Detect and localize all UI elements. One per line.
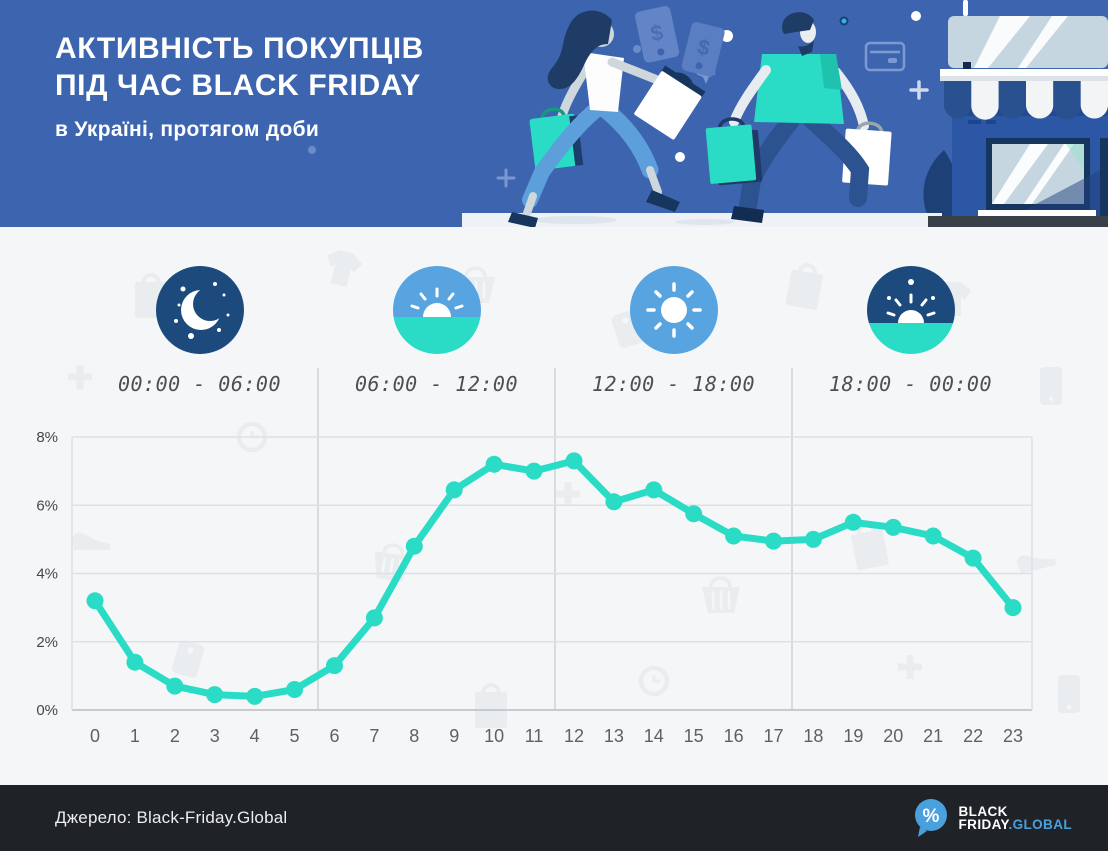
x-axis-tick-label: 21 xyxy=(923,726,943,746)
chart-data-point xyxy=(645,481,663,499)
x-axis-tick-label: 12 xyxy=(564,726,584,746)
chart-data-point xyxy=(924,527,942,545)
period-label: 06:00 - 12:00 xyxy=(354,372,519,396)
period-day: 12:00 - 18:00 xyxy=(555,265,792,396)
x-axis-tick-label: 5 xyxy=(290,726,300,746)
x-axis-tick-label: 7 xyxy=(369,726,379,746)
chart-data-point xyxy=(964,549,982,567)
x-axis-tick-label: 8 xyxy=(409,726,419,746)
period-evening: 18:00 - 00:00 xyxy=(792,265,1029,396)
chart-data-point xyxy=(326,657,343,675)
chart-data-point xyxy=(206,686,224,704)
x-axis-tick-label: 6 xyxy=(329,726,339,746)
x-axis-tick-label: 4 xyxy=(250,726,260,746)
chart-data-point xyxy=(485,455,503,473)
chart-data-point xyxy=(525,462,543,480)
x-axis-tick-label: 13 xyxy=(604,726,624,746)
header-title-block: АКТИВНІСТЬ ПОКУПЦІВ ПІД ЧАС BLACK FRIDAY… xyxy=(55,30,424,142)
chart-data-point xyxy=(1004,599,1022,617)
chart-data-point xyxy=(286,681,304,698)
price-tags-icon: $ $ xyxy=(635,6,725,77)
shopper-woman-icon xyxy=(508,10,706,227)
chart-data-point xyxy=(126,653,144,671)
storefront-icon xyxy=(928,16,1108,227)
chart-data-point xyxy=(365,609,383,627)
chart-data-point xyxy=(86,592,104,610)
y-axis-tick-label: 2% xyxy=(36,634,58,651)
shopper-man-icon xyxy=(705,12,892,223)
page-subtitle: в Україні, протягом доби xyxy=(55,118,320,141)
chart-data-point xyxy=(246,687,264,705)
logo-line2: FRIDAY.GLOBAL xyxy=(958,817,1072,832)
logo-text: BLACK FRIDAY.GLOBAL xyxy=(958,804,1072,832)
period-label: 18:00 - 00:00 xyxy=(828,372,993,396)
chart-data-point xyxy=(765,532,782,550)
footer-bar: Джерело: Black-Friday.Global % BLACK FRI… xyxy=(0,785,1108,851)
source-text: Джерело: Black-Friday.Global xyxy=(55,808,288,827)
section-divider xyxy=(554,368,556,710)
period-label: 00:00 - 06:00 xyxy=(117,372,282,396)
chart-data-point xyxy=(445,481,463,499)
x-axis-tick-label: 22 xyxy=(963,726,983,746)
period-label: 12:00 - 18:00 xyxy=(591,372,756,396)
plus-icon xyxy=(909,80,929,100)
y-axis-tick-label: 6% xyxy=(36,497,58,514)
header-illustration: $ $ xyxy=(0,0,1108,227)
x-axis-tick-label: 20 xyxy=(883,726,903,746)
x-axis-tick-label: 1 xyxy=(130,726,140,746)
x-axis-tick-label: 14 xyxy=(644,726,664,746)
activity-line-chart: 0%2%4%6%8%0 1 2 3 4 5 6 7 8 9 10 11 12 13 14 15 16 17 18 19… xyxy=(36,429,1033,746)
night-icon xyxy=(155,266,244,354)
sunset-icon xyxy=(866,266,955,354)
chart-data-point xyxy=(725,527,743,545)
logo-line2-accent: .GLOBAL xyxy=(1008,817,1072,832)
y-axis-tick-label: 0% xyxy=(36,702,58,719)
period-night: 00:00 - 06:00 xyxy=(81,265,318,396)
chart-data-point xyxy=(804,530,822,548)
chart-data-point xyxy=(565,452,583,470)
plus-icon xyxy=(496,168,516,188)
header-banner: $ $ xyxy=(0,0,1108,227)
logo-line2-white: FRIDAY xyxy=(958,817,1009,832)
x-axis-tick-label: 19 xyxy=(843,726,863,746)
page-title-line2: ПІД ЧАС BLACK FRIDAY xyxy=(55,69,421,102)
chart-line xyxy=(91,457,1017,700)
tag-dollar-label: $ xyxy=(648,19,665,46)
x-axis-tick-label: 2 xyxy=(170,726,180,746)
sunrise-icon xyxy=(392,266,481,354)
logo-line1: BLACK xyxy=(958,804,1008,819)
y-axis-tick-label: 8% xyxy=(36,429,58,446)
y-axis-tick-label: 4% xyxy=(36,566,58,583)
x-axis-tick-label: 17 xyxy=(764,726,784,746)
x-axis-tick-label: 16 xyxy=(724,726,744,746)
chart-data-point xyxy=(685,505,703,523)
x-axis-tick-label: 23 xyxy=(1003,726,1023,746)
chart-data-point xyxy=(166,677,184,695)
period-morning: 06:00 - 12:00 xyxy=(318,265,555,396)
x-axis-tick-label: 0 xyxy=(90,726,100,746)
percent-bubble-icon: % xyxy=(914,799,947,837)
blackfriday-global-logo: % BLACK FRIDAY.GLOBAL xyxy=(911,797,1072,839)
x-axis-tick-label: 15 xyxy=(684,726,704,746)
section-divider xyxy=(317,368,319,710)
percent-glyph: % xyxy=(922,806,939,827)
chart-data-point xyxy=(405,537,423,555)
page-title-line1: АКТИВНІСТЬ ПОКУПЦІВ xyxy=(55,32,424,65)
day-icon xyxy=(629,266,718,354)
credit-card-icon xyxy=(864,41,906,72)
chart-data-point xyxy=(605,493,623,511)
x-axis-tick-label: 10 xyxy=(484,726,504,746)
chart-data-point xyxy=(844,513,862,531)
x-axis-tick-label: 18 xyxy=(803,726,823,746)
x-axis-tick-label: 9 xyxy=(449,726,459,746)
x-axis-tick-label: 3 xyxy=(210,726,220,746)
x-axis-tick-label: 11 xyxy=(525,726,544,746)
chart-data-point xyxy=(884,518,902,536)
